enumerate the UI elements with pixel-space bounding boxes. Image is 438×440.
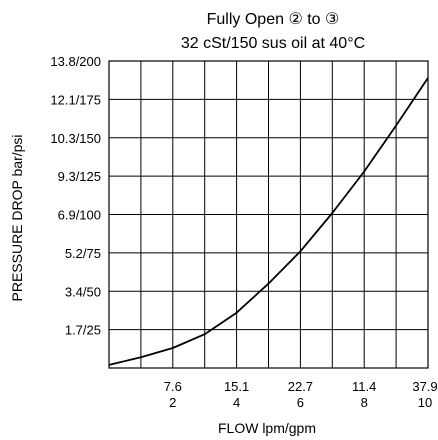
y-tick-label: 13.8/200: [50, 54, 101, 69]
y-tick-label: 3.4/50: [65, 284, 101, 299]
plot-frame: [108, 60, 429, 369]
series-layer: [108, 77, 429, 366]
y-tick-label: 12.1/175: [50, 92, 101, 107]
x-tick-label-lpm: 22.7: [288, 379, 313, 394]
grid: [109, 61, 428, 368]
y-tick-label: 10.3/150: [50, 131, 101, 146]
series-line: [108, 77, 429, 366]
y-tick-label: 9.3/125: [58, 169, 101, 184]
x-tick-label-gpm: 4: [233, 395, 240, 410]
y-tick-label: 5.2/75: [65, 246, 101, 261]
y-axis-label: PRESSURE DROP bar/psi: [9, 134, 25, 301]
x-tick-label-gpm: 10: [418, 395, 432, 410]
chart-subtitle: 32 cSt/150 sus oil at 40°C: [181, 35, 365, 52]
y-tick-label: 6.9/100: [58, 208, 101, 223]
x-tick-label-lpm: 7.6: [164, 379, 182, 394]
x-tick-label-lpm: 15.1: [224, 379, 249, 394]
x-tick-label-gpm: 6: [297, 395, 304, 410]
x-axis-label: FLOW lpm/gpm: [218, 420, 316, 436]
y-tick-label: 1.7/25: [65, 323, 101, 338]
x-tick-label-gpm: 8: [361, 395, 368, 410]
tick-labels: 1.7/25 3.4/50 5.2/75 6.9/100 9.3/125 10.3/150…: [50, 54, 437, 410]
x-tick-label-gpm: 2: [169, 395, 176, 410]
x-tick-label-lpm: 37.9: [412, 379, 437, 394]
chart-title: Fully Open ② to ③: [207, 11, 340, 28]
x-tick-label-lpm: 11.4: [352, 379, 376, 394]
